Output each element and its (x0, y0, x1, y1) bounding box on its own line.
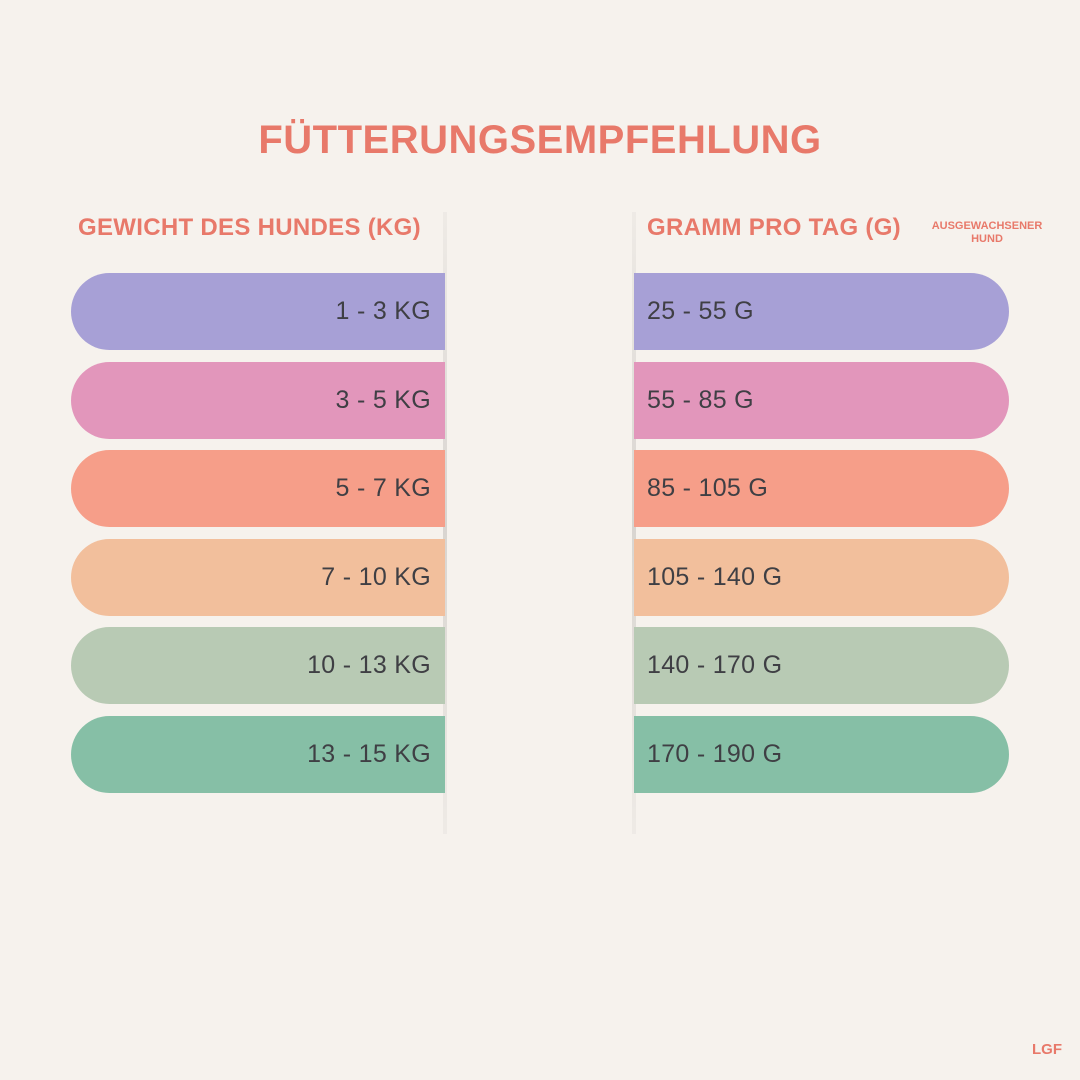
weight-row-1: 1 - 3 KG (71, 273, 445, 350)
brand-logo-text: LGF (1032, 1041, 1062, 1058)
page-title: FÜTTERUNGSEMPFEHLUNG (258, 118, 822, 162)
grams-column-header: GRAMM PRO TAG (G) (647, 214, 901, 241)
weight-row-3: 5 - 7 KG (71, 450, 445, 527)
weight-row-5: 10 - 13 KG (71, 627, 445, 704)
grams-column-note: AUSGEWACHSENER HUND (924, 220, 1050, 246)
weight-row-6: 13 - 15 KG (71, 716, 445, 793)
grams-row-5: 140 - 170 G (634, 627, 1009, 704)
weight-row-2: 3 - 5 KG (71, 362, 445, 439)
grams-note-line-1: AUSGEWACHSENER (931, 220, 1043, 232)
weight-row-4: 7 - 10 KG (71, 539, 445, 616)
grams-row-3: 85 - 105 G (634, 450, 1009, 527)
weight-column-header: GEWICHT DES HUNDES (KG) (78, 214, 421, 241)
grams-row-1: 25 - 55 G (634, 273, 1009, 350)
left-divider (443, 212, 447, 834)
grams-row-2: 55 - 85 G (634, 362, 1009, 439)
grams-note-line-2: HUND (971, 233, 1003, 245)
grams-row-6: 170 - 190 G (634, 716, 1009, 793)
grams-row-4: 105 - 140 G (634, 539, 1009, 616)
